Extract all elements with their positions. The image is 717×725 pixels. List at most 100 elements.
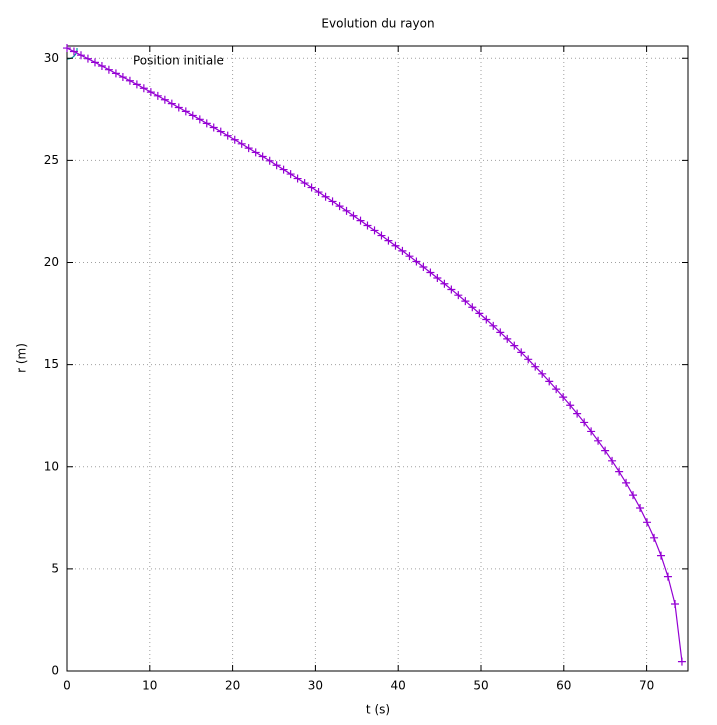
point-marker <box>538 369 547 378</box>
y-axis-label: r (m) <box>15 343 29 373</box>
point-marker <box>153 91 162 100</box>
point-marker <box>440 279 449 288</box>
point-marker <box>63 44 71 53</box>
point-marker <box>174 103 183 112</box>
point-marker <box>265 156 274 165</box>
point-marker <box>258 152 267 161</box>
point-marker <box>510 341 519 350</box>
point-marker <box>370 226 379 235</box>
point-marker <box>545 377 554 386</box>
point-marker <box>104 65 113 74</box>
y-tick-label: 30 <box>44 51 59 65</box>
point-marker <box>671 600 679 609</box>
point-marker <box>524 355 533 364</box>
point-marker <box>279 165 288 174</box>
point-marker <box>629 491 638 500</box>
point-marker <box>559 393 568 402</box>
point-marker <box>573 409 582 418</box>
point-marker <box>342 206 351 215</box>
point-marker <box>111 69 120 78</box>
point-marker <box>202 119 211 128</box>
point-marker <box>293 174 302 183</box>
point-marker <box>237 139 246 148</box>
point-marker <box>594 436 603 445</box>
point-marker <box>146 88 155 97</box>
x-tick-label: 40 <box>391 679 406 693</box>
point-marker <box>580 418 589 427</box>
y-tick-label: 5 <box>51 561 59 575</box>
point-marker <box>97 62 106 71</box>
point-marker <box>433 274 442 283</box>
point-marker <box>622 478 631 487</box>
y-tick-label: 20 <box>44 255 59 269</box>
point-marker <box>181 107 190 116</box>
point-marker <box>139 84 148 93</box>
point-marker <box>447 285 456 294</box>
chart-title: Evolution du rayon <box>321 17 434 31</box>
point-marker <box>475 309 484 318</box>
point-marker <box>195 115 204 124</box>
x-tick-label: 20 <box>225 679 240 693</box>
point-marker <box>412 257 421 266</box>
point-marker <box>517 348 526 357</box>
point-marker <box>230 135 239 144</box>
y-tick-label: 15 <box>44 357 59 371</box>
x-axis-label: t (s) <box>366 703 390 717</box>
point-marker <box>503 334 512 343</box>
x-tick-label: 10 <box>142 679 157 693</box>
point-marker <box>363 221 372 230</box>
point-marker <box>552 385 561 394</box>
annotation-arc <box>66 47 78 60</box>
point-marker <box>216 127 225 136</box>
point-marker <box>244 144 253 153</box>
point-marker <box>489 321 498 330</box>
point-marker <box>636 504 645 513</box>
point-marker <box>90 58 99 67</box>
point-marker <box>531 362 540 371</box>
point-marker <box>356 216 365 225</box>
point-marker <box>83 54 92 63</box>
x-tick-label: 70 <box>639 679 654 693</box>
point-marker <box>419 262 428 271</box>
point-marker <box>69 47 78 56</box>
point-marker <box>377 231 386 240</box>
point-marker <box>601 446 610 455</box>
point-marker <box>587 427 596 436</box>
point-marker <box>188 111 197 120</box>
point-marker <box>76 51 85 60</box>
plot-border <box>66 45 689 672</box>
x-tick-label: 60 <box>556 679 571 693</box>
y-tick-label: 25 <box>44 153 59 167</box>
point-marker <box>657 551 666 560</box>
point-marker <box>209 123 218 132</box>
point-marker <box>663 572 672 581</box>
point-marker <box>223 131 232 140</box>
annotation: Position initiale <box>133 54 224 68</box>
point-marker <box>650 533 659 542</box>
point-marker <box>405 252 414 261</box>
point-marker <box>608 456 617 465</box>
point-marker <box>160 95 169 104</box>
point-marker <box>482 315 491 324</box>
point-marker <box>496 328 505 337</box>
point-marker <box>300 179 309 188</box>
point-marker <box>349 211 358 220</box>
point-marker <box>566 401 575 410</box>
x-tick-label: 0 <box>63 679 71 693</box>
point-marker <box>132 80 141 89</box>
point-marker <box>307 183 316 192</box>
point-marker <box>328 197 337 206</box>
point-marker <box>286 170 295 179</box>
point-marker <box>468 303 477 312</box>
point-marker <box>391 241 400 250</box>
point-marker <box>398 246 407 255</box>
point-marker <box>167 99 176 108</box>
point-marker <box>454 291 463 300</box>
point-marker <box>118 73 127 82</box>
point-marker <box>384 236 393 245</box>
x-tick-label: 50 <box>473 679 488 693</box>
point-marker <box>272 161 281 170</box>
y-tick-label: 10 <box>44 459 59 473</box>
point-marker <box>335 202 344 211</box>
